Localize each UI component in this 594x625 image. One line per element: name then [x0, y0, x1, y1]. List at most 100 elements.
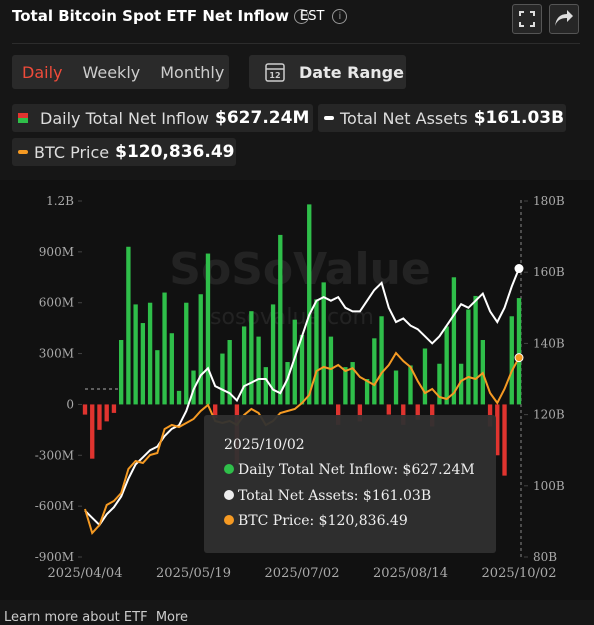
line: [84, 351, 520, 535]
y-tick-label: 1.2B: [46, 194, 74, 208]
bar: [386, 404, 391, 415]
x-tick-label: 2025/10/02: [482, 566, 557, 581]
bar: [147, 302, 153, 405]
date-range-button[interactable]: 12 Date Range: [249, 55, 406, 89]
bar: [184, 302, 189, 405]
x-tick-label: 2025/07/02: [265, 566, 340, 581]
y-tick-label: -600M: [35, 499, 74, 513]
bar: [155, 350, 160, 405]
link[interactable]: Learn more about ETF: [4, 610, 148, 625]
legend-item: Daily Total Net Inflow $627.24M: [12, 104, 313, 132]
bar: [451, 277, 457, 405]
end-point: [514, 353, 524, 363]
bar: [104, 404, 109, 422]
calendar-icon: 12: [265, 63, 285, 82]
bar: [473, 295, 478, 405]
y2-tick-label: 140B: [533, 336, 565, 350]
bar: [357, 404, 363, 422]
bar: [343, 367, 348, 405]
bar: [126, 246, 131, 405]
x-tick-label: 2025/08/14: [373, 566, 448, 581]
bar: [516, 298, 522, 405]
y2-tick-label: 160B: [533, 265, 565, 279]
bar: [502, 404, 507, 476]
bar: [263, 367, 269, 405]
tab[interactable]: Daily: [22, 62, 63, 82]
line: [84, 268, 520, 527]
y2-tick-label: 100B: [533, 479, 565, 493]
bar: [249, 311, 254, 405]
tabs: Daily Weekly Monthly: [12, 55, 229, 89]
bar: [111, 404, 117, 413]
bar: [307, 204, 312, 405]
bar: [82, 404, 88, 415]
y-tick-label: -300M: [35, 448, 74, 462]
bar: [437, 363, 442, 405]
bar: [176, 390, 182, 405]
tooltip-row: Total Net Assets: $161.03B: [224, 488, 431, 504]
y-tick-label: 900M: [39, 245, 74, 259]
y-tick-label: 0: [66, 397, 74, 411]
link[interactable]: More: [155, 610, 189, 625]
bar: [133, 304, 138, 405]
bar: [350, 362, 355, 405]
bar: [140, 323, 146, 405]
bar: [314, 299, 319, 405]
bar: [364, 379, 370, 405]
bar: [198, 294, 203, 405]
fullscreen-button[interactable]: [512, 4, 542, 34]
bar: [241, 326, 247, 405]
bar: [299, 334, 305, 405]
watermark: SoSoValue: [169, 244, 430, 295]
bar: [509, 316, 514, 405]
bar: [335, 404, 341, 425]
y-tick-label: -900M: [35, 550, 74, 564]
bar: [285, 362, 290, 405]
share-button[interactable]: [549, 4, 579, 34]
bar: [393, 370, 399, 405]
bar: [256, 336, 261, 405]
svg-text:12: 12: [269, 71, 280, 80]
y2-tick-label: 180B: [533, 194, 565, 208]
footer: Learn more about ETF More: [4, 610, 188, 625]
end-point: [514, 264, 524, 274]
bar: [90, 404, 95, 459]
tooltip-date: 2025/10/02: [224, 437, 305, 453]
bar: [458, 363, 464, 405]
bar: [213, 404, 218, 418]
icon: [519, 11, 535, 27]
legend-item: Total Net Assets $161.03B: [318, 104, 566, 132]
tab[interactable]: Monthly: [160, 62, 225, 82]
bar: [278, 234, 283, 405]
y-tick-label: 600M: [39, 296, 74, 310]
tooltip-row: Daily Total Net Inflow: $627.24M: [224, 462, 475, 478]
icon: [555, 10, 573, 26]
bar: [191, 370, 196, 405]
bar: [270, 304, 276, 405]
bar: [118, 340, 124, 405]
bar: [422, 348, 428, 405]
bar: [372, 338, 377, 405]
bar: [444, 326, 449, 405]
bar: [401, 404, 406, 425]
bar: [321, 282, 326, 405]
bar: [227, 340, 232, 405]
bar: [466, 309, 471, 405]
x-tick-label: 2025/05/19: [156, 566, 231, 581]
bar: [220, 353, 225, 405]
y2-tick-label: 120B: [533, 408, 565, 422]
bar: [408, 365, 413, 405]
bar: [292, 319, 297, 405]
divider: [12, 43, 580, 44]
tab[interactable]: Weekly: [82, 62, 141, 82]
y2-tick-label: 80B: [533, 550, 557, 564]
x-tick-label: 2025/04/04: [48, 566, 123, 581]
bar: [379, 316, 384, 405]
bar: [328, 336, 334, 405]
bar: [415, 404, 420, 420]
y-tick-label: 300M: [39, 347, 74, 361]
timezone[interactable]: EST i: [300, 9, 348, 24]
bar: [495, 404, 500, 456]
tooltip-row: BTC Price: $120,836.49: [224, 513, 408, 529]
